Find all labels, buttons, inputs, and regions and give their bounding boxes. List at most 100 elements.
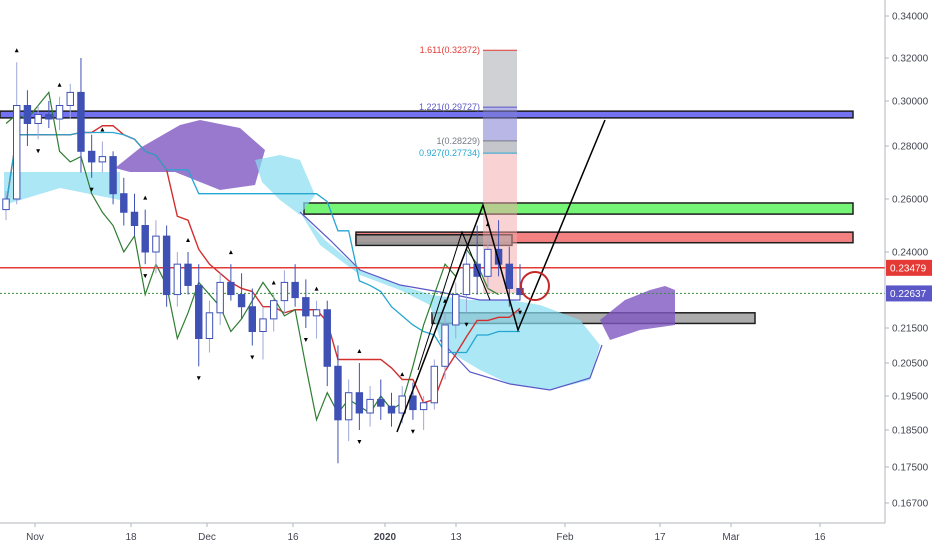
- candle-body: [259, 318, 267, 333]
- price-tag: [886, 285, 932, 302]
- candle-body: [430, 365, 439, 404]
- fractal-up-marker: [357, 349, 362, 353]
- time-tick-label: 18: [125, 532, 137, 543]
- candle-body: [205, 312, 214, 339]
- price-tag-label: 0.23479: [890, 263, 927, 274]
- horizontal-lines-layer: [0, 267, 885, 294]
- candle-body: [419, 402, 428, 411]
- zone-rectangle: [303, 202, 854, 215]
- price-tag: [886, 259, 932, 276]
- time-tick-label: 2020: [374, 532, 397, 543]
- zone-rectangle: [431, 312, 756, 325]
- candle-body: [494, 248, 503, 265]
- price-tick-label: 0.20500: [892, 359, 929, 370]
- price-tick-label: 0.34000: [892, 12, 929, 23]
- candle-body: [173, 263, 182, 296]
- candle-body: [312, 309, 321, 317]
- price-tick-label: 0.32000: [892, 54, 929, 65]
- fractal-up-marker: [228, 250, 233, 255]
- fractal-down-marker: [518, 310, 522, 315]
- fractal-up-marker: [314, 286, 319, 291]
- candle-body: [237, 294, 246, 308]
- candle-body: [23, 105, 32, 124]
- highlight-circle: [520, 271, 550, 301]
- candle-body: [141, 225, 149, 253]
- fractal-up-marker: [186, 238, 191, 242]
- fib-level-label: 1(0.28229): [436, 136, 480, 146]
- candle-body: [366, 398, 374, 414]
- price-tick-label: 0.17500: [892, 463, 929, 474]
- candle-body: [98, 156, 107, 163]
- candle-body: [184, 263, 192, 286]
- candle-body: [334, 365, 342, 421]
- fractal-down-marker: [464, 322, 469, 327]
- candle-body: [34, 114, 42, 124]
- candle-body: [45, 114, 53, 120]
- candle-body: [409, 395, 417, 411]
- fractal-down-marker: [410, 429, 415, 434]
- candle-body: [130, 211, 139, 226]
- candle-body: [462, 263, 471, 296]
- candle-body: [280, 281, 289, 302]
- time-tick-label: 17: [654, 532, 666, 543]
- time-tick-label: Mar: [722, 532, 740, 543]
- price-tick-label: 0.26000: [892, 195, 929, 206]
- fractal-down-marker: [143, 274, 148, 279]
- fractal-up-marker: [271, 280, 276, 285]
- pattern-line: [417, 230, 491, 371]
- fractal-down-marker: [36, 149, 41, 154]
- time-tick-label: 16: [287, 532, 299, 543]
- fractal-up-marker: [100, 127, 105, 132]
- price-tick-label: 0.28000: [892, 142, 929, 153]
- fib-band: [483, 140, 517, 154]
- fib-level-label: 1.221(0.29727): [419, 102, 480, 112]
- candle-body: [195, 284, 203, 340]
- fractal-up-marker: [14, 48, 19, 53]
- cloud-segment: [4, 172, 120, 205]
- candle-body: [344, 392, 353, 421]
- candle-body: [2, 198, 10, 211]
- candle-body: [505, 263, 514, 289]
- fractal-down-marker: [250, 355, 255, 360]
- candle-body: [441, 324, 449, 367]
- price-tick-label: 0.24000: [892, 248, 929, 259]
- fractal-down-marker: [196, 376, 201, 381]
- fib-level-label: 1.611(0.32372): [420, 45, 480, 55]
- candle-body: [12, 105, 21, 200]
- candle-body: [227, 281, 235, 296]
- zone-rectangle: [0, 110, 854, 119]
- candle-body: [355, 392, 364, 414]
- fib-band: [483, 107, 517, 141]
- candle-body: [323, 309, 331, 367]
- cloud-segment: [255, 155, 315, 215]
- candle-body: [269, 300, 278, 320]
- candle-body: [152, 235, 160, 253]
- fractal-up-marker: [57, 82, 62, 87]
- time-tick-label: 13: [450, 532, 462, 543]
- candle-body: [387, 405, 396, 414]
- candle-body: [55, 105, 64, 120]
- candle-body: [162, 235, 171, 296]
- price-tag-label: 0.22637: [890, 289, 927, 300]
- fractal-up-marker: [400, 372, 405, 377]
- time-tick-label: Feb: [556, 532, 574, 543]
- time-tick-label: Nov: [26, 532, 44, 543]
- fib-band: [483, 50, 517, 108]
- candle-body: [216, 281, 224, 314]
- time-tick-label: Dec: [198, 532, 216, 543]
- candle-body: [377, 398, 385, 407]
- candle-body: [473, 263, 481, 277]
- candle-body: [516, 287, 524, 296]
- candle-body: [109, 156, 117, 195]
- time-tick-label: 16: [814, 532, 826, 543]
- cloud-segment: [600, 286, 675, 340]
- fractal-up-marker: [143, 195, 148, 200]
- cloud-segment: [115, 120, 265, 190]
- zones-layer: [0, 110, 854, 325]
- candle-body: [484, 248, 492, 277]
- drawings-layer: [396, 119, 606, 433]
- price-tick-label: 0.30000: [892, 97, 929, 108]
- cloud-edge: [439, 339, 603, 391]
